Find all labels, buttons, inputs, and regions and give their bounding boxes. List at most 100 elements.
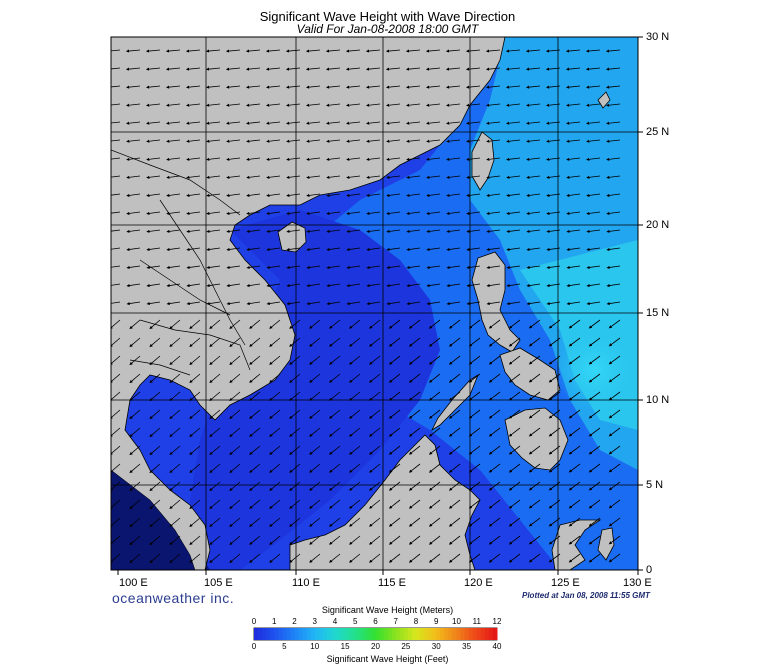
wave-arrow — [365, 67, 381, 71]
wave-arrow — [149, 553, 161, 564]
wave-arrow — [309, 499, 321, 509]
wave-arrow — [508, 373, 521, 383]
wave-arrow — [149, 535, 161, 546]
wave-arrow — [588, 355, 601, 365]
wave-arrow — [586, 265, 601, 270]
colorbar-cell — [335, 628, 340, 640]
wave-arrow — [588, 553, 601, 563]
wave-arrow — [166, 211, 181, 215]
wave-arrow — [309, 373, 321, 383]
wave-arrow — [269, 427, 281, 437]
wave-arrow — [446, 139, 461, 143]
wave-arrow — [189, 337, 201, 348]
wave-arrow — [488, 445, 501, 455]
wave-arrow — [166, 157, 181, 161]
wave-arrow — [525, 49, 541, 53]
wave-arrow — [286, 157, 301, 161]
wave-arrow — [329, 373, 341, 383]
wave-arrow — [488, 535, 501, 545]
wave-arrow — [266, 85, 281, 89]
wave-arrow — [306, 229, 321, 233]
wave-arrow — [111, 67, 121, 70]
wave-arrow — [446, 247, 461, 252]
colorbar-cell — [322, 628, 328, 640]
wave-arrow — [508, 499, 521, 509]
wave-arrow — [265, 49, 281, 53]
wave-arrow — [446, 211, 461, 215]
wave-arrow — [286, 229, 301, 233]
wave-arrow — [508, 319, 521, 329]
wave-arrow — [329, 409, 341, 419]
wave-arrow — [386, 265, 401, 270]
wave-arrow — [568, 553, 581, 563]
wave-arrow — [286, 211, 301, 215]
wave-arrow — [329, 445, 341, 455]
wave-arrow — [488, 427, 501, 437]
wave-arrow — [166, 193, 181, 197]
wave-arrow — [269, 337, 281, 347]
wave-arrow — [246, 85, 261, 89]
wave-arrow — [266, 193, 281, 197]
wave-arrow — [111, 247, 121, 250]
wave-arrow — [266, 139, 281, 143]
wave-arrow — [205, 49, 221, 53]
colorbar-cell — [286, 628, 291, 640]
wave-arrow — [468, 553, 481, 563]
wave-arrow — [486, 247, 501, 252]
wave-arrow — [486, 103, 501, 107]
colorbar-feet-tick: 0 — [251, 642, 257, 651]
wave-arrow — [486, 193, 501, 197]
wave-arrow — [428, 517, 441, 527]
wave-arrow — [305, 49, 321, 53]
wave-arrow — [349, 517, 361, 527]
wave-arrow — [488, 463, 501, 473]
wave-arrow — [186, 301, 201, 306]
wave-arrow — [226, 121, 241, 125]
wave-arrow — [426, 85, 441, 89]
wave-arrow — [326, 121, 341, 125]
wave-arrow — [229, 427, 241, 438]
land-mindanao — [504, 407, 569, 471]
wave-arrow — [286, 265, 301, 270]
wave-arrow — [189, 463, 201, 474]
wave-arrow — [249, 337, 261, 347]
wave-arrow — [448, 553, 461, 563]
wave-arrow — [388, 499, 401, 509]
wave-arrow — [265, 67, 281, 71]
wave-arrow — [169, 535, 181, 546]
wave-arrow — [129, 427, 141, 438]
wave-arrow — [289, 391, 301, 401]
wave-arrow — [146, 175, 161, 179]
wave-arrow — [111, 49, 121, 52]
wave-arrow — [111, 265, 121, 268]
wave-arrow — [605, 67, 621, 71]
colorbar-meter-tick: 1 — [272, 617, 277, 626]
wave-arrow — [586, 193, 601, 197]
wave-arrow — [386, 211, 401, 215]
wave-arrow — [588, 319, 601, 329]
wave-arrow — [146, 157, 161, 161]
wave-arrow — [166, 121, 181, 125]
wave-arrow — [249, 373, 261, 383]
wave-arrow — [329, 499, 341, 509]
wave-arrow — [528, 319, 541, 329]
plotted-timestamp: Plotted at Jan 08, 2008 11:55 GMT — [522, 591, 650, 600]
colorbar-cell — [367, 628, 372, 640]
wave-arrow — [186, 121, 201, 125]
wave-arrow — [408, 517, 421, 527]
wave-arrow — [146, 121, 161, 125]
map-subtitle: Valid For Jan-08-2008 18:00 GMT — [296, 22, 479, 36]
wave-arrow — [426, 247, 441, 252]
wave-arrow — [329, 463, 341, 473]
wave-arrow — [249, 553, 261, 563]
wave-arrow — [386, 103, 401, 107]
wave-arrow — [166, 265, 181, 270]
wave-arrow — [209, 445, 221, 456]
wave-arrow — [445, 67, 461, 71]
wave-arrow — [306, 283, 321, 288]
colorbar-feet-tick: 5 — [282, 642, 287, 651]
wave-arrow — [309, 517, 321, 527]
wave-arrow — [111, 229, 121, 232]
wave-arrow — [111, 445, 121, 456]
wave-arrow — [426, 121, 441, 125]
